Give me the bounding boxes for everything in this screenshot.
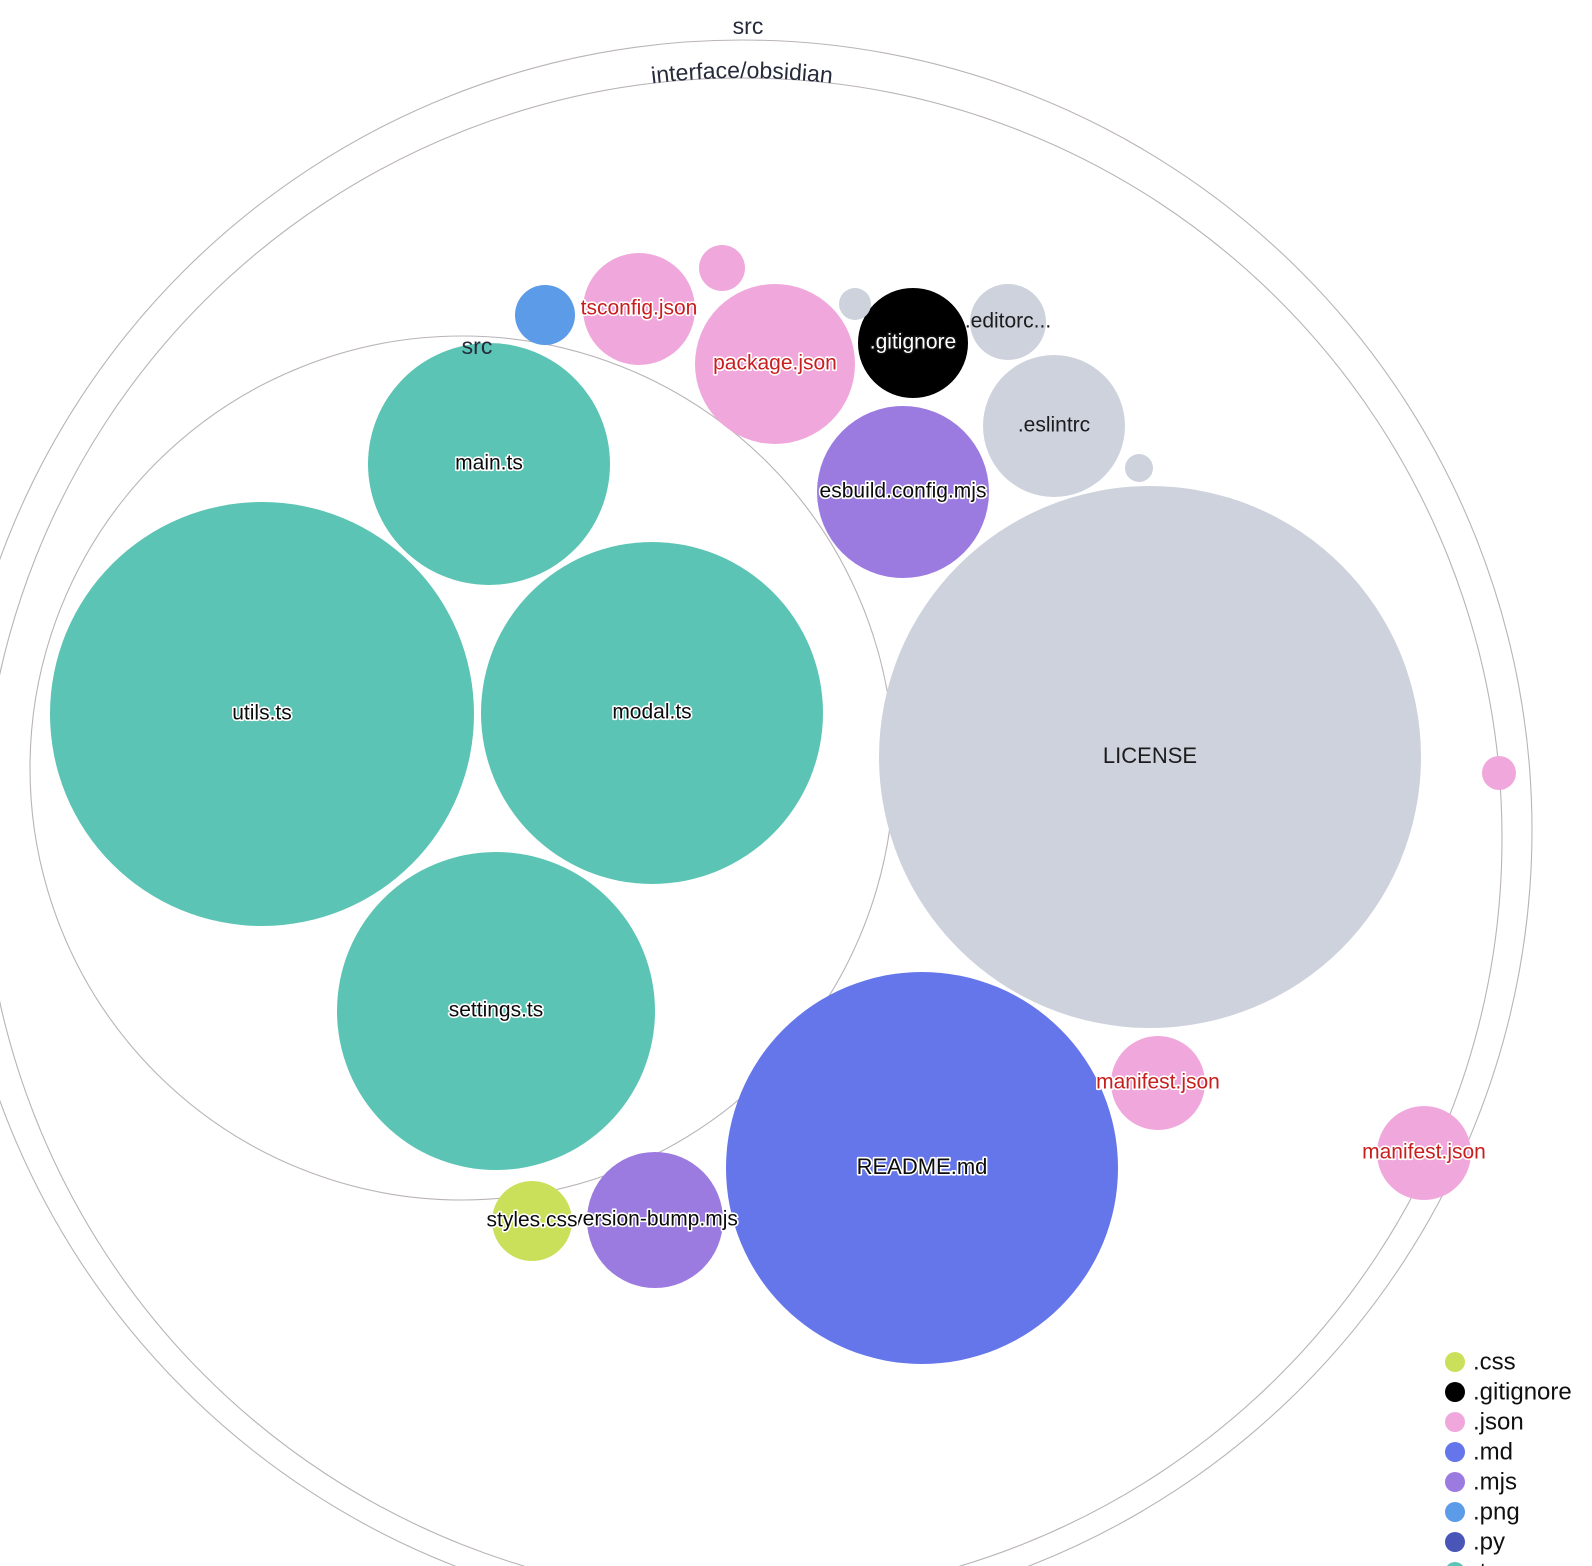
file-node-tsconfig-json[interactable]: tsconfig.json bbox=[579, 253, 699, 365]
legend-item-py[interactable]: .py bbox=[1445, 1528, 1505, 1555]
file-label: esbuild.config.mjs bbox=[820, 480, 987, 503]
file-node--editorc-[interactable]: .editorc... bbox=[965, 284, 1051, 360]
file-node-styles-css[interactable]: styles.css bbox=[485, 1181, 579, 1261]
file-label: .eslintrc bbox=[1018, 414, 1090, 437]
file-node-license[interactable]: LICENSE bbox=[879, 486, 1421, 1028]
file-node-unlabeled-17[interactable] bbox=[699, 245, 745, 291]
legend-label: .md bbox=[1473, 1438, 1513, 1465]
legend-swatch-icon bbox=[1445, 1442, 1465, 1462]
file-label: modal.ts bbox=[612, 701, 691, 724]
file-node-manifest-json[interactable]: manifest.json bbox=[1361, 1106, 1487, 1200]
file-circles-layer: utils.ts modal.ts settings.ts main.ts LICENS… bbox=[50, 245, 1516, 1364]
file-node-modal-ts[interactable]: modal.ts bbox=[481, 542, 823, 884]
ring-labels-layer: src interface/obsidian src bbox=[462, 13, 835, 359]
file-label: manifest.json bbox=[1096, 1071, 1220, 1094]
file-node-esbuild-config-mjs[interactable]: esbuild.config.mjs bbox=[817, 406, 989, 578]
file-label: manifest.json bbox=[1362, 1141, 1486, 1164]
file-node-package-json[interactable]: package.json bbox=[695, 284, 855, 444]
legend-label: .css bbox=[1473, 1348, 1516, 1375]
file-circle[interactable] bbox=[970, 284, 1046, 360]
file-label: utils.ts bbox=[232, 702, 292, 725]
file-node-utils-ts[interactable]: utils.ts bbox=[50, 502, 474, 926]
ring-circle-interface-obsidian bbox=[0, 77, 1503, 1566]
ring-label-src: src bbox=[733, 13, 764, 39]
legend: .css .gitignore .json .md .mjs .png .py .ts bbox=[1445, 1348, 1572, 1566]
file-circle[interactable] bbox=[515, 285, 575, 345]
legend-swatch-icon bbox=[1445, 1532, 1465, 1552]
file-circle[interactable] bbox=[337, 852, 655, 1170]
legend-swatch-icon bbox=[1445, 1352, 1465, 1372]
file-label: package.json bbox=[713, 352, 837, 375]
file-label: settings.ts bbox=[449, 999, 544, 1022]
file-label: tsconfig.json bbox=[581, 297, 698, 320]
file-node-main-ts[interactable]: main.ts bbox=[368, 343, 610, 585]
file-label: version-bump.mjs bbox=[572, 1208, 738, 1231]
legend-label: .ts bbox=[1473, 1558, 1498, 1566]
ring-circle-src bbox=[0, 39, 1533, 1566]
file-node-unlabeled-20[interactable] bbox=[1482, 756, 1516, 790]
legend-swatch-icon bbox=[1445, 1472, 1465, 1492]
legend-item-gitignore[interactable]: .gitignore bbox=[1445, 1378, 1572, 1405]
file-circle[interactable] bbox=[858, 288, 968, 398]
file-node-version-bump-mjs[interactable]: version-bump.mjs bbox=[571, 1152, 739, 1288]
legend-swatch-icon bbox=[1445, 1502, 1465, 1522]
legend-label: .json bbox=[1473, 1408, 1524, 1435]
legend-swatch-icon bbox=[1445, 1412, 1465, 1432]
legend-item-md[interactable]: .md bbox=[1445, 1438, 1513, 1465]
file-circle[interactable] bbox=[817, 406, 989, 578]
file-node-unlabeled-18[interactable] bbox=[839, 288, 871, 320]
file-circle[interactable] bbox=[1377, 1106, 1471, 1200]
file-node--gitignore[interactable]: .gitignore bbox=[858, 288, 968, 398]
file-circle[interactable] bbox=[1111, 1036, 1205, 1130]
file-circle[interactable] bbox=[726, 972, 1118, 1364]
file-circle[interactable] bbox=[587, 1152, 723, 1288]
file-node--eslintrc[interactable]: .eslintrc bbox=[983, 355, 1125, 497]
file-node-settings-ts[interactable]: settings.ts bbox=[337, 852, 655, 1170]
file-node-unlabeled-16[interactable] bbox=[515, 285, 575, 345]
legend-label: .gitignore bbox=[1473, 1378, 1572, 1405]
file-node-unlabeled-19[interactable] bbox=[1125, 454, 1153, 482]
legend-label: .mjs bbox=[1473, 1468, 1517, 1495]
file-label: LICENSE bbox=[1103, 743, 1197, 768]
file-circle[interactable] bbox=[583, 253, 695, 365]
file-circle[interactable] bbox=[699, 245, 745, 291]
file-label: .editorc... bbox=[965, 310, 1051, 333]
file-circle[interactable] bbox=[879, 486, 1421, 1028]
file-circle[interactable] bbox=[1482, 756, 1516, 790]
file-circle[interactable] bbox=[1125, 454, 1153, 482]
legend-label: .png bbox=[1473, 1498, 1520, 1525]
file-label: styles.css bbox=[486, 1209, 577, 1232]
file-circle[interactable] bbox=[50, 502, 474, 926]
file-circle[interactable] bbox=[839, 288, 871, 320]
file-circle[interactable] bbox=[481, 542, 823, 884]
legend-item-mjs[interactable]: .mjs bbox=[1445, 1468, 1517, 1495]
file-node-manifest-json[interactable]: manifest.json bbox=[1095, 1036, 1221, 1130]
legend-item-json[interactable]: .json bbox=[1445, 1408, 1524, 1435]
legend-item-ts[interactable]: .ts bbox=[1445, 1558, 1498, 1566]
file-circle[interactable] bbox=[368, 343, 610, 585]
file-circle[interactable] bbox=[695, 284, 855, 444]
legend-item-png[interactable]: .png bbox=[1445, 1498, 1520, 1525]
file-label: main.ts bbox=[455, 452, 523, 475]
ring-label-interface-obsidian: interface/obsidian bbox=[650, 57, 835, 88]
file-circle[interactable] bbox=[983, 355, 1125, 497]
legend-label: .py bbox=[1473, 1528, 1505, 1555]
file-circle[interactable] bbox=[492, 1181, 572, 1261]
legend-item-css[interactable]: .css bbox=[1445, 1348, 1516, 1375]
file-node-readme-md[interactable]: README.md bbox=[726, 972, 1118, 1364]
file-label: .gitignore bbox=[870, 331, 956, 354]
legend-swatch-icon bbox=[1447, 1562, 1463, 1566]
ring-label-src-inner: src bbox=[462, 333, 493, 359]
file-label: README.md bbox=[857, 1154, 988, 1179]
legend-swatch-icon bbox=[1445, 1382, 1465, 1402]
